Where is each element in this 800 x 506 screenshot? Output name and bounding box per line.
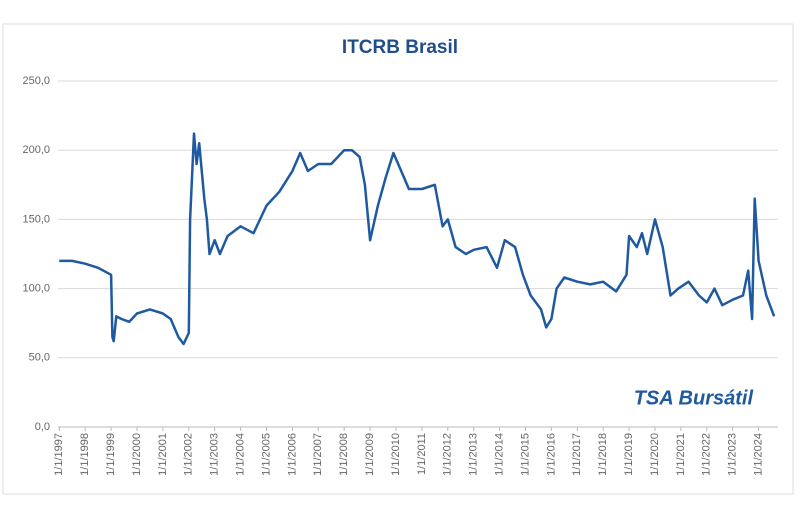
x-tick-label: 1/1/2019 (623, 433, 635, 476)
x-tick-label: 1/1/2014 (493, 433, 505, 476)
x-tick-label: 1/1/2022 (701, 433, 713, 476)
x-tick-label: 1/1/2015 (519, 433, 531, 476)
chart-title: ITCRB Brasil (342, 37, 458, 58)
x-tick-label: 1/1/2001 (157, 433, 169, 476)
y-tick-label: 50,0 (29, 352, 50, 364)
x-tick-label: 1/1/2012 (442, 433, 454, 476)
logo: TSA Bursátil (634, 387, 754, 409)
x-tick-label: 1/1/2007 (312, 433, 324, 476)
x-tick-label: 1/1/2018 (597, 433, 609, 476)
x-tick-label: 1/1/2010 (390, 433, 402, 476)
x-tick-label: 1/1/2000 (131, 433, 143, 476)
x-tick-label: 1/1/2002 (183, 433, 195, 476)
x-tick-label: 1/1/2020 (649, 433, 661, 476)
x-tick-label: 1/1/2023 (727, 433, 739, 476)
x-tick-label: 1/1/2016 (545, 433, 557, 476)
x-tick-label: 1/1/2009 (364, 433, 376, 476)
x-tick-label: 1/1/1998 (79, 433, 91, 476)
x-tick-label: 1/1/2006 (286, 433, 298, 476)
x-tick-label: 1/1/2021 (675, 433, 687, 476)
x-tick-label: 1/1/2017 (571, 433, 583, 476)
y-tick-label: 150,0 (22, 213, 50, 225)
x-tick-label: 1/1/2013 (468, 433, 480, 476)
y-tick-label: 100,0 (22, 283, 50, 295)
y-tick-label: 200,0 (22, 144, 50, 156)
series-line (59, 132, 776, 346)
x-tick-label: 1/1/2003 (209, 433, 221, 476)
y-tick-label: 0,0 (35, 421, 50, 433)
x-tick-label: 1/1/2008 (338, 433, 350, 476)
x-tick-label: 1/1/1999 (105, 433, 117, 476)
x-tick-label: 1/1/2024 (752, 433, 764, 476)
x-tick-label: 1/1/1997 (53, 433, 65, 476)
x-tick-label: 1/1/2005 (260, 433, 272, 476)
chart-frame (2, 23, 794, 495)
y-tick-label: 250,0 (22, 75, 50, 87)
x-tick-label: 1/1/2004 (234, 433, 246, 476)
x-tick-label: 1/1/2011 (416, 433, 428, 475)
